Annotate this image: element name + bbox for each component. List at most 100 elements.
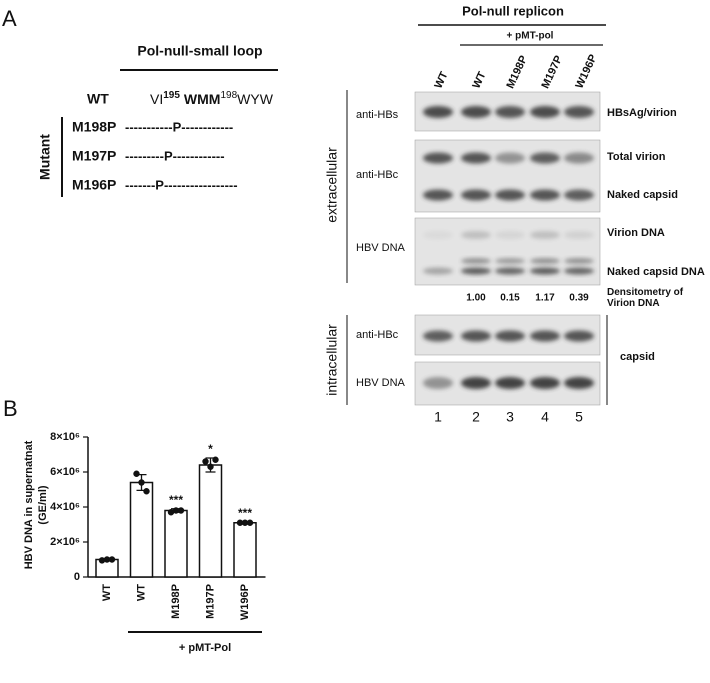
blot-band xyxy=(495,258,525,264)
data-point xyxy=(177,507,185,514)
seq-part: WYW xyxy=(237,91,274,107)
blot-band xyxy=(423,377,453,389)
x-tick-label: M197P xyxy=(204,584,216,619)
densitometry-label: Densitometry of Virion DNA xyxy=(607,287,684,309)
data-point xyxy=(138,479,145,486)
capsid-label: capsid xyxy=(620,351,655,363)
data-point xyxy=(143,488,150,495)
mutant-sequence: -------P----------------- xyxy=(125,177,238,192)
blot-band xyxy=(495,267,525,275)
blot-band xyxy=(461,267,491,275)
lane-number: 1 xyxy=(434,409,442,425)
blot-band xyxy=(564,189,594,201)
band-label: Naked capsid xyxy=(607,189,678,201)
densitometry-value: 1.17 xyxy=(535,293,555,304)
blot-band xyxy=(564,231,594,239)
wt-sequence: VI195 WMM198WYW xyxy=(150,90,274,107)
blot-band xyxy=(530,152,560,164)
blot-band xyxy=(423,330,453,342)
blot-band xyxy=(461,231,491,239)
lane-label: WT xyxy=(470,70,488,91)
wt-label: WT xyxy=(87,91,109,107)
blot-band xyxy=(564,106,594,118)
seq-sup: 198 xyxy=(220,90,237,101)
blot-row-label: anti-HBc xyxy=(356,329,399,341)
blot-panel xyxy=(414,217,601,286)
blot-band xyxy=(423,267,453,275)
y-tick-label: 6×10⁶ xyxy=(50,466,80,478)
x-tick-label: M198P xyxy=(170,584,182,619)
densitometry-value: 0.15 xyxy=(500,293,520,304)
blot-band xyxy=(423,152,453,164)
blot-band xyxy=(530,258,560,264)
blot-band xyxy=(423,106,453,118)
data-point xyxy=(103,556,111,563)
densitometry-value: 0.39 xyxy=(569,293,589,304)
blot-row-label: anti-HBc xyxy=(356,169,399,181)
seq-part: VI xyxy=(150,91,163,107)
group-label: extracellular xyxy=(324,147,340,223)
blot-band xyxy=(530,330,560,342)
data-point xyxy=(172,507,180,514)
bar xyxy=(129,481,154,578)
blot-band xyxy=(461,189,491,201)
blot-band xyxy=(461,258,491,264)
data-point xyxy=(207,463,214,470)
seq-sup: 195 xyxy=(163,90,180,101)
blot-band xyxy=(564,330,594,342)
data-point xyxy=(167,509,175,516)
mutant-name: M197P xyxy=(72,148,116,164)
bar xyxy=(233,522,257,578)
mutant-label: Mutant xyxy=(37,134,53,180)
lane-number: 5 xyxy=(575,409,583,425)
y-tick-label: 0 xyxy=(74,571,80,583)
y-axis-label: (GE/ml) xyxy=(37,485,49,524)
band-label: Virion DNA xyxy=(607,227,665,239)
blot-band xyxy=(495,152,525,164)
blot-band xyxy=(530,267,560,275)
blot-band xyxy=(495,189,525,201)
loop-title: Pol-null-small loop xyxy=(137,43,262,59)
blot-band xyxy=(461,106,491,118)
mutant-name: M198P xyxy=(72,119,116,135)
lane-label: M197P xyxy=(539,54,565,91)
blot-band xyxy=(564,267,594,275)
blot-title: Pol-null replicon xyxy=(462,3,564,18)
blot-band xyxy=(423,189,453,201)
blot-band xyxy=(530,189,560,201)
data-point xyxy=(108,556,116,563)
blot-panel xyxy=(414,139,601,213)
blot-band xyxy=(461,152,491,164)
group-label: intracellular xyxy=(324,324,340,396)
blot-band xyxy=(495,377,525,389)
blot-band xyxy=(423,231,453,239)
y-tick-label: 8×10⁶ xyxy=(50,431,80,443)
data-point xyxy=(236,519,244,526)
significance: * xyxy=(208,442,213,456)
lane-label: WT xyxy=(432,70,450,91)
y-tick-label: 4×10⁶ xyxy=(50,501,80,513)
lane-number: 4 xyxy=(541,409,549,425)
x-tick-label: WT xyxy=(135,584,147,601)
panel-label: A xyxy=(2,6,17,31)
panel-label: B xyxy=(3,396,18,421)
blot-band xyxy=(564,258,594,264)
y-tick-label: 2×10⁶ xyxy=(50,536,80,548)
group-label: + pMT-Pol xyxy=(179,642,231,654)
data-point xyxy=(202,458,209,465)
blot-band xyxy=(461,377,491,389)
blot-band xyxy=(461,330,491,342)
blot-band xyxy=(495,231,525,239)
data-point xyxy=(246,519,254,526)
lane-label: M198P xyxy=(504,54,530,91)
blot-row-label: anti-HBs xyxy=(356,109,399,121)
significance: *** xyxy=(169,493,183,507)
blot-band xyxy=(530,231,560,239)
significance: *** xyxy=(238,506,252,520)
lane-number: 3 xyxy=(506,409,514,425)
data-point xyxy=(241,519,249,526)
blot-band xyxy=(564,377,594,389)
blot-row-label: HBV DNA xyxy=(356,242,406,254)
data-point xyxy=(133,470,140,477)
